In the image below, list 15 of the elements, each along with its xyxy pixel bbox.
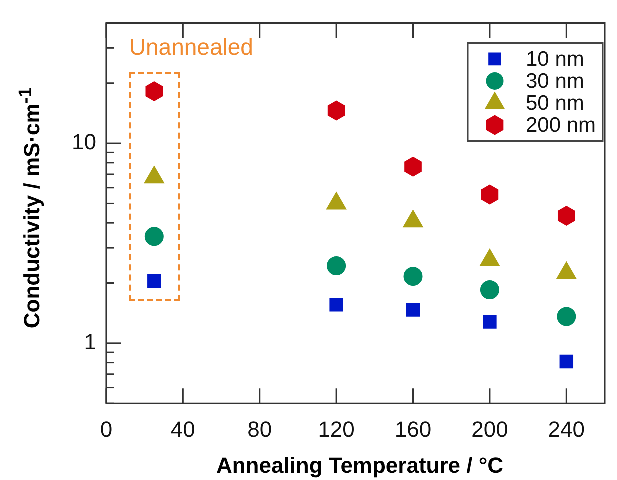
x-tick-label: 0 [100,416,113,442]
x-tick-label: 160 [394,416,432,442]
x-tick-label: 200 [472,416,508,442]
legend-label: 50 nm [526,92,584,115]
legend-label: 10 nm [526,48,584,71]
legend-label: 200 nm [526,114,596,137]
x-tick-label: 120 [318,416,355,442]
x-tick-label: 80 [248,416,272,442]
x-axis-title: Annealing Temperature / °C [216,453,504,479]
annotation: Unannealed [129,34,254,61]
x-tick-label: 40 [170,416,196,442]
y-tick-label: 10 [72,130,96,155]
x-tick-label: 240 [548,416,586,442]
legend-label: 30 nm [526,70,584,93]
y-tick-label: 1 [84,329,96,354]
